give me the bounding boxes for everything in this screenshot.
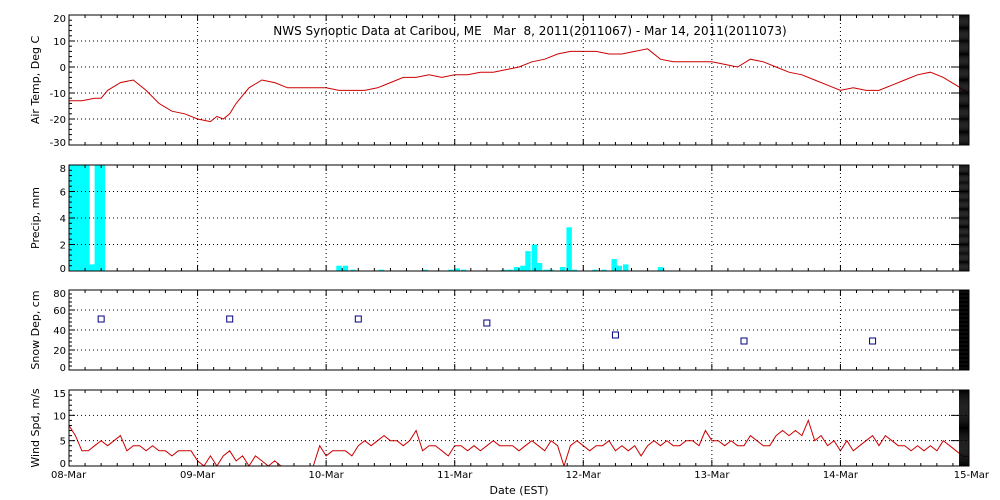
y-tick-label: 0 (60, 63, 66, 74)
panel-snow-depth: 0 20 40 60 80 Snow Dep, cm (29, 289, 970, 374)
panel-frame (68, 389, 970, 467)
precip-bar (657, 267, 664, 271)
air-temp-ylabel: Air Temp, Deg C (29, 36, 42, 125)
plot-area (97, 315, 877, 345)
panel-wind-speed: 0 5 10 15 Wind Spd, m/s (29, 388, 970, 470)
y-tick-label: 80 (53, 289, 66, 300)
y-tick-label: 10 (53, 411, 66, 422)
y-tick-label: 0 (60, 363, 66, 374)
y-tick-label: -20 (50, 115, 66, 126)
panel-precip: 0 2 4 6 8 Precip, mm (29, 164, 970, 275)
x-tick-label: 14-Mar (823, 470, 859, 481)
chart-title: NWS Synoptic Data at Caribou, ME Mar 8, … (273, 24, 786, 38)
precip-bar (543, 269, 549, 271)
precip-bar (525, 251, 531, 271)
precip-bar (454, 268, 460, 271)
x-tick-label: 15-Mar (954, 470, 990, 481)
precip-bar (592, 269, 598, 271)
y-tick-label: 6 (60, 188, 66, 199)
snow-depth-point (740, 337, 748, 345)
snow-depth-ylabel: Snow Dep, cm (29, 290, 42, 369)
y-tick-label: 4 (60, 214, 66, 225)
y-tick-label: 20 (53, 346, 66, 357)
precip-bar (520, 265, 526, 271)
plot-area (69, 48, 969, 123)
snow-depth-point (354, 315, 362, 323)
air-temp-line (69, 48, 969, 123)
precip-bar (560, 267, 566, 271)
snow-depth-point (611, 331, 619, 339)
precip-bar (342, 265, 349, 271)
precip-bar (336, 265, 342, 271)
panel-air-temp: -30 -20 -10 0 10 20 Air Temp, Deg C (29, 14, 970, 149)
snow-depth-point (97, 315, 105, 323)
snow-depth-point (869, 337, 877, 345)
precip-bar (461, 269, 467, 271)
x-tick-label: 11-Mar (437, 470, 473, 481)
precip-bar (566, 227, 572, 271)
precip-bar (601, 269, 607, 271)
x-tick-label: 08-Mar (51, 470, 87, 481)
precip-ylabel: Precip, mm (29, 187, 42, 249)
precip-bar (531, 244, 538, 271)
y-tick-label: 10 (53, 37, 66, 48)
precip-bar (616, 265, 622, 271)
precip-bar (500, 269, 507, 271)
precip-bar (89, 264, 95, 271)
y-tick-label: -30 (50, 138, 66, 149)
plot-area (69, 418, 969, 466)
x-tick-label: 10-Mar (309, 470, 345, 481)
y-tick-label: -10 (50, 89, 66, 100)
precip-bar (611, 259, 617, 271)
wind-speed-ylabel: Wind Spd, m/s (29, 388, 42, 468)
chart-panels: -30 -20 -10 0 10 20 Air Temp, Deg C 0 2 4 6 8 Precip… (29, 14, 990, 481)
x-tick-label: 13-Mar (694, 470, 730, 481)
precip-bar (623, 264, 629, 271)
precip-bar (571, 269, 577, 271)
precip-bar (74, 165, 80, 271)
precip-bar (507, 269, 513, 271)
precip-bar (99, 165, 106, 271)
precip-bar (448, 269, 454, 271)
precip-bar (378, 269, 385, 271)
wind-speed-line (69, 418, 969, 466)
y-tick-label: 40 (53, 326, 66, 337)
y-tick-label: 60 (53, 306, 66, 317)
precip-bar (84, 165, 90, 271)
y-tick-label: 20 (53, 14, 66, 25)
x-tick-label: 12-Mar (566, 470, 602, 481)
x-axis-title: Date (EST) (489, 484, 548, 497)
snow-depth-point (226, 315, 234, 323)
y-tick-label: 0 (60, 459, 66, 470)
precip-bar (422, 269, 428, 271)
y-tick-label: 2 (60, 241, 66, 252)
precip-bar (513, 267, 520, 271)
precip-bar (536, 263, 543, 271)
x-tick-label: 09-Mar (180, 470, 216, 481)
y-tick-label: 5 (60, 437, 66, 448)
precip-bar (350, 269, 356, 271)
y-tick-label: 0 (60, 264, 66, 275)
snow-depth-point (483, 319, 491, 327)
y-tick-label: 15 (53, 389, 66, 400)
y-tick-label: 8 (60, 164, 66, 175)
